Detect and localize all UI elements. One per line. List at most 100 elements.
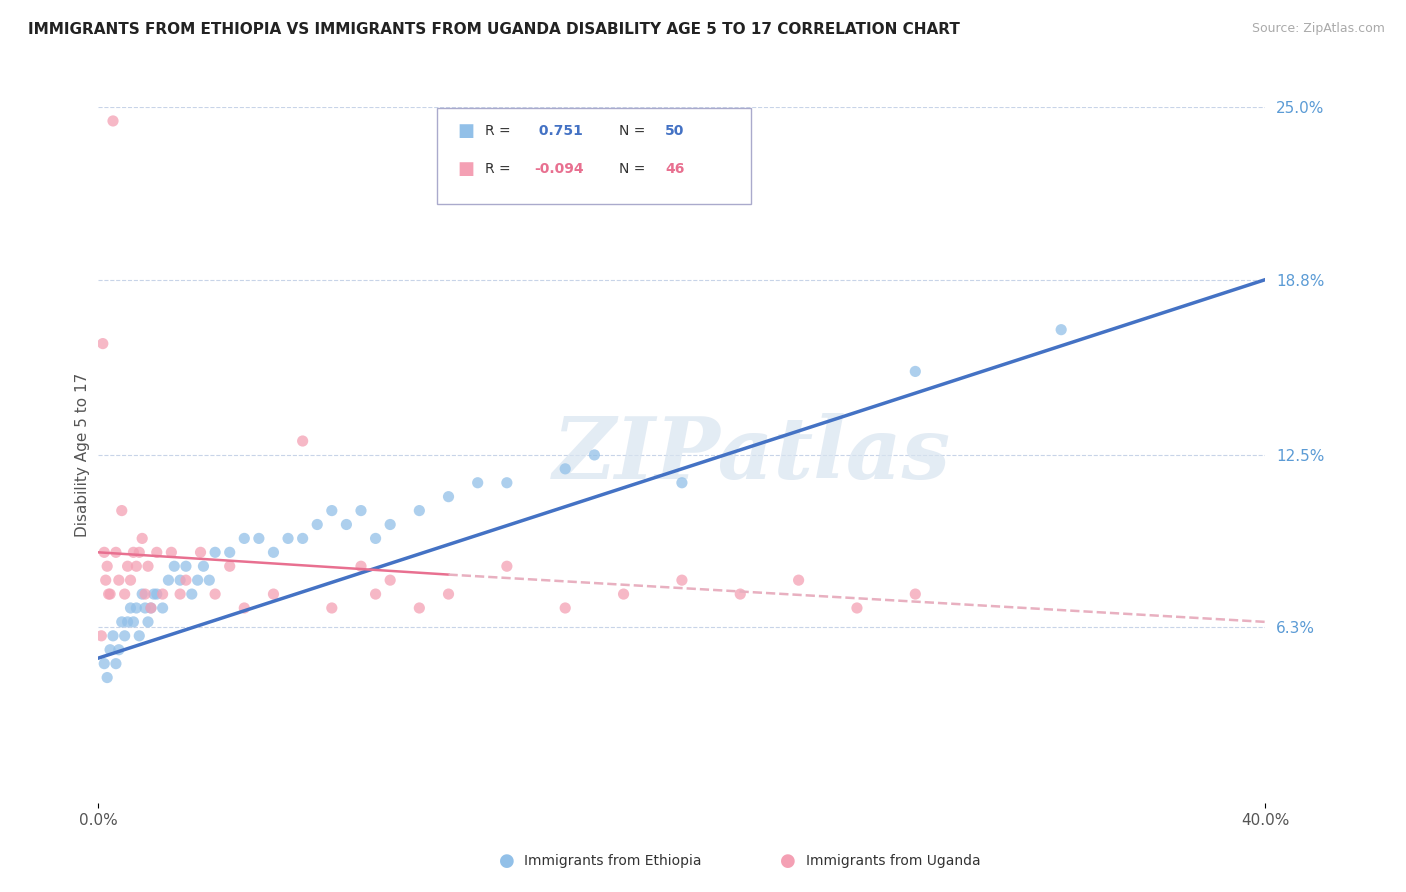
Point — [467, 475, 489, 490]
Text: Immigrants from Uganda: Immigrants from Uganda — [806, 854, 980, 868]
Text: ZIPatlas: ZIPatlas — [553, 413, 950, 497]
Point — [134, 601, 156, 615]
Point — [122, 615, 145, 629]
Point — [163, 559, 186, 574]
Point — [364, 532, 387, 546]
Text: ●: ● — [499, 852, 515, 870]
Point — [169, 587, 191, 601]
Point — [321, 503, 343, 517]
Point — [554, 462, 576, 476]
Point — [612, 587, 634, 601]
Point — [128, 629, 150, 643]
Point — [101, 114, 124, 128]
Point — [408, 601, 430, 615]
Text: N =: N = — [619, 124, 645, 138]
Point — [117, 559, 139, 574]
Point — [169, 573, 191, 587]
Text: 46: 46 — [665, 162, 685, 177]
Point — [134, 587, 156, 601]
Text: ■: ■ — [457, 161, 474, 178]
Point — [350, 559, 373, 574]
Point — [139, 601, 162, 615]
Point — [142, 587, 165, 601]
Point — [152, 587, 174, 601]
Point — [93, 657, 115, 671]
Text: -0.094: -0.094 — [534, 162, 583, 177]
Point — [180, 587, 202, 601]
Point — [198, 573, 221, 587]
Point — [90, 629, 112, 643]
Point — [104, 657, 127, 671]
Point — [108, 573, 131, 587]
Point — [277, 532, 299, 546]
Point — [120, 573, 142, 587]
Text: R =: R = — [485, 124, 510, 138]
Point — [108, 642, 131, 657]
Point — [291, 532, 314, 546]
Point — [378, 573, 402, 587]
Point — [904, 364, 927, 378]
Point — [174, 559, 197, 574]
Point — [91, 336, 114, 351]
Text: Immigrants from Ethiopia: Immigrants from Ethiopia — [524, 854, 702, 868]
Point — [190, 545, 212, 559]
Point — [204, 587, 226, 601]
Point — [157, 573, 180, 587]
Text: N =: N = — [619, 162, 645, 177]
Point — [378, 517, 402, 532]
Y-axis label: Disability Age 5 to 17: Disability Age 5 to 17 — [75, 373, 90, 537]
Point — [131, 587, 153, 601]
Point — [204, 545, 226, 559]
Point — [730, 587, 752, 601]
Point — [554, 601, 576, 615]
Text: Source: ZipAtlas.com: Source: ZipAtlas.com — [1251, 22, 1385, 36]
Point — [321, 601, 343, 615]
Point — [136, 615, 159, 629]
Point — [93, 545, 115, 559]
Point — [437, 490, 460, 504]
Point — [128, 545, 150, 559]
Point — [233, 601, 256, 615]
Point — [408, 503, 430, 517]
Point — [233, 532, 256, 546]
Point — [787, 573, 810, 587]
Point — [152, 601, 174, 615]
Point — [97, 587, 120, 601]
Point — [96, 559, 118, 574]
Point — [160, 545, 183, 559]
Point — [114, 629, 136, 643]
Point — [350, 503, 373, 517]
Point — [125, 601, 148, 615]
Point — [146, 587, 169, 601]
Point — [845, 601, 868, 615]
Point — [101, 629, 124, 643]
Point — [139, 601, 162, 615]
Point — [131, 532, 153, 546]
Text: 50: 50 — [665, 124, 685, 138]
Point — [125, 559, 148, 574]
Point — [122, 545, 145, 559]
Point — [104, 545, 127, 559]
Text: 0.751: 0.751 — [534, 124, 583, 138]
Point — [291, 434, 314, 448]
Text: ■: ■ — [457, 122, 474, 140]
Point — [98, 587, 121, 601]
Point — [146, 545, 169, 559]
Point — [262, 545, 284, 559]
Point — [136, 559, 159, 574]
Point — [495, 559, 517, 574]
Point — [437, 587, 460, 601]
Point — [111, 615, 134, 629]
Point — [583, 448, 606, 462]
Text: ●: ● — [780, 852, 796, 870]
Point — [187, 573, 209, 587]
Point — [904, 587, 927, 601]
Point — [218, 559, 240, 574]
Point — [335, 517, 357, 532]
Point — [94, 573, 117, 587]
Text: IMMIGRANTS FROM ETHIOPIA VS IMMIGRANTS FROM UGANDA DISABILITY AGE 5 TO 17 CORREL: IMMIGRANTS FROM ETHIOPIA VS IMMIGRANTS F… — [28, 22, 960, 37]
Point — [307, 517, 329, 532]
Point — [1050, 323, 1073, 337]
Point — [218, 545, 240, 559]
Point — [96, 671, 118, 685]
